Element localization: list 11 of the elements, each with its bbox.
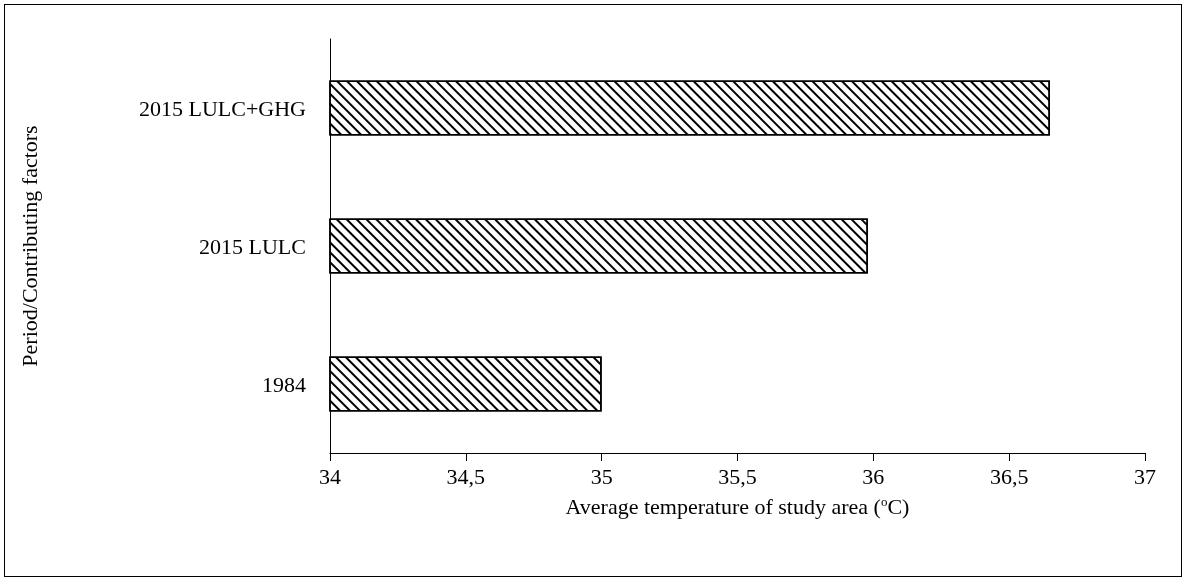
x-tick-label: 37 bbox=[1134, 463, 1156, 489]
x-tick-label: 35,5 bbox=[718, 463, 757, 489]
y-tick-label: 2015 LULC+GHG bbox=[138, 95, 307, 121]
x-tick-label: 35 bbox=[590, 463, 613, 489]
y-tick-label: 2015 LULC bbox=[199, 233, 306, 259]
y-axis-title: Period/Contributing factors bbox=[16, 125, 42, 367]
y-tick-label: 1984 bbox=[262, 371, 306, 397]
x-tick-label: 36,5 bbox=[989, 463, 1029, 489]
x-tick-label: 34,5 bbox=[446, 463, 486, 489]
x-tick-label: 36 bbox=[862, 463, 885, 489]
x-tick-label: 34 bbox=[319, 463, 341, 489]
